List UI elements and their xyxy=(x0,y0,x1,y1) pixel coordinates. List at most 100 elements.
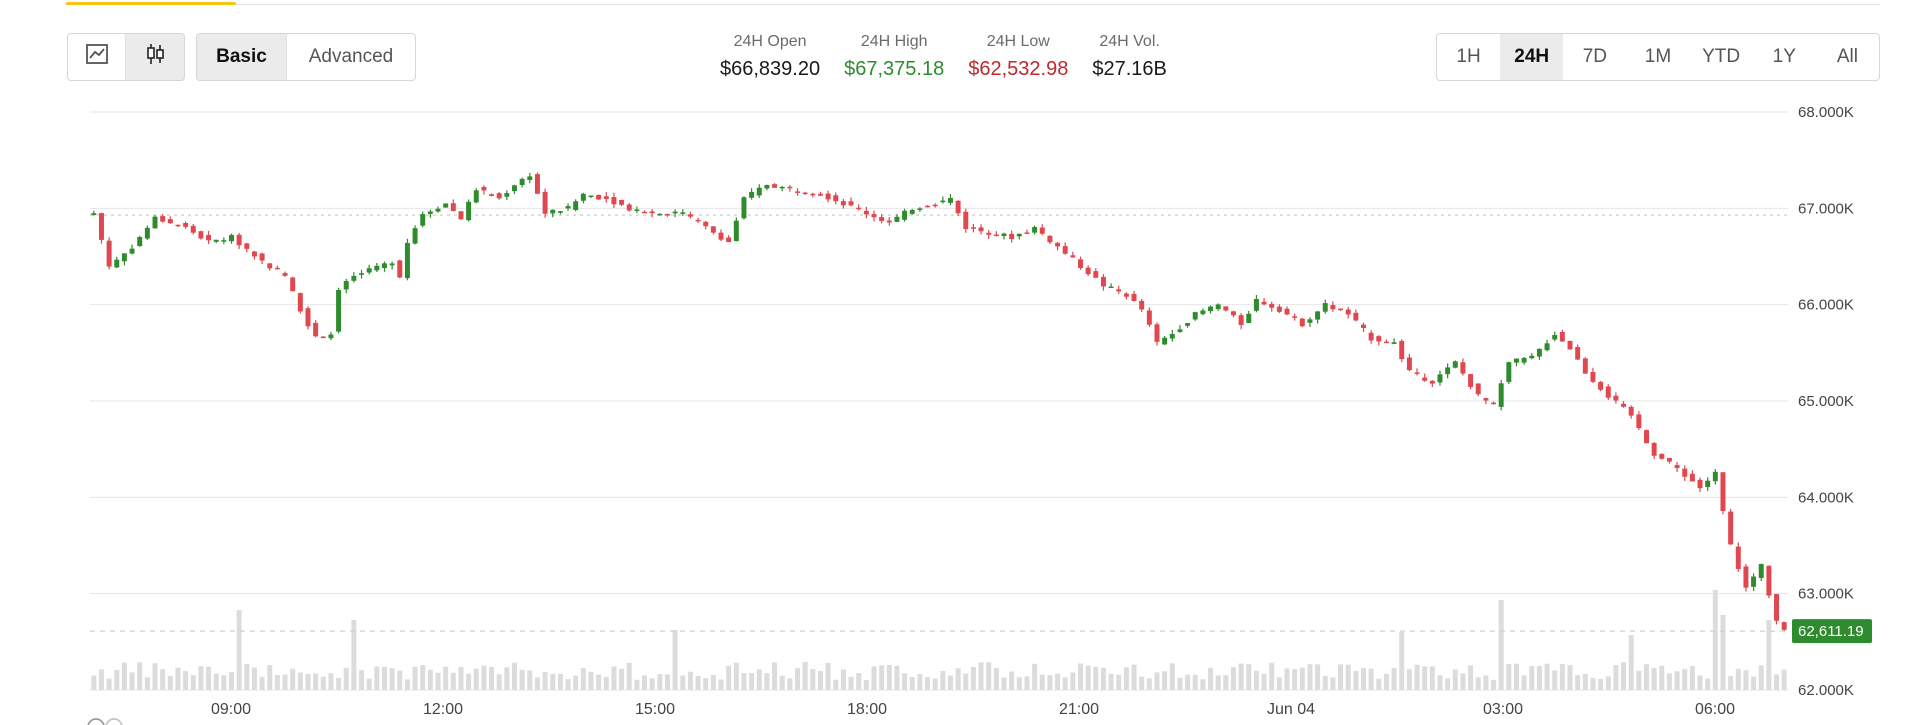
candle xyxy=(772,183,778,188)
candle-body xyxy=(733,220,739,242)
candlestick-chart-button[interactable] xyxy=(126,34,184,80)
volume-bar xyxy=(1330,677,1336,690)
candle xyxy=(297,292,303,314)
range-all-button[interactable]: All xyxy=(1836,46,1858,67)
volume-bar xyxy=(825,662,831,690)
candle-body xyxy=(1422,377,1428,381)
candle xyxy=(1376,335,1382,346)
candle-body xyxy=(1521,358,1527,363)
candle-body xyxy=(343,281,349,290)
candle xyxy=(1445,363,1451,379)
candle xyxy=(381,261,387,272)
candle xyxy=(947,194,953,206)
candle xyxy=(1712,469,1718,485)
candle-body xyxy=(817,193,823,196)
volume-bar xyxy=(152,663,158,690)
candle-body xyxy=(856,207,862,210)
candle xyxy=(1368,330,1374,344)
volume-bar xyxy=(993,668,999,690)
range-1h-button[interactable]: 1H xyxy=(1456,46,1481,67)
line-chart-button[interactable] xyxy=(68,34,126,80)
x-tick-label: 03:00 xyxy=(1483,701,1523,718)
candle-body xyxy=(1613,395,1619,401)
volume-bar xyxy=(1697,675,1703,690)
volume-bar xyxy=(1001,677,1007,690)
volume-bar xyxy=(305,673,311,690)
candle xyxy=(795,188,800,196)
candle xyxy=(733,217,739,242)
candle-body xyxy=(1445,367,1451,375)
volume-bar xyxy=(664,674,670,690)
volume-bar xyxy=(1253,670,1259,690)
candle xyxy=(351,272,357,283)
volume-bar xyxy=(1361,668,1366,690)
candle-body xyxy=(1621,403,1627,407)
stat-label: 24H High xyxy=(860,33,928,50)
candle xyxy=(1705,477,1711,492)
volume-bar xyxy=(1414,664,1420,690)
candle xyxy=(1085,265,1091,276)
candle xyxy=(611,192,617,208)
candle xyxy=(1185,322,1191,328)
range-1y-button[interactable]: 1Y xyxy=(1772,46,1796,67)
candle-body xyxy=(160,216,166,222)
mode-toggle: Basic Advanced xyxy=(196,33,416,81)
candle-body xyxy=(963,211,969,230)
volume-bar xyxy=(871,666,877,690)
volume-bar xyxy=(1345,664,1351,690)
range-ytd-button[interactable]: YTD xyxy=(1702,46,1741,67)
range-1m-button[interactable]: 1M xyxy=(1644,46,1672,67)
candle xyxy=(366,264,372,275)
candle-body xyxy=(986,232,992,235)
candle xyxy=(473,188,479,204)
range-24h-button[interactable]: 24H xyxy=(1500,34,1564,80)
advanced-mode-button[interactable]: Advanced xyxy=(308,46,394,67)
volume-bar xyxy=(381,667,387,690)
candle xyxy=(1330,301,1336,312)
volume-bar xyxy=(1123,667,1129,690)
candle xyxy=(565,203,571,211)
candle-body xyxy=(1605,386,1611,398)
candle xyxy=(144,225,150,240)
candle-body xyxy=(137,236,143,247)
volume-bar xyxy=(550,673,556,690)
candle-body xyxy=(894,216,900,222)
candle-body xyxy=(626,204,632,211)
candle xyxy=(183,221,189,229)
candle-body xyxy=(603,196,609,200)
volume-bar xyxy=(1192,674,1198,690)
time-range-toggle: 1H 24H 7D 1M YTD 1Y All xyxy=(1436,33,1880,81)
volume-bar xyxy=(1368,668,1374,690)
candle xyxy=(1621,400,1627,408)
candle xyxy=(1536,348,1542,360)
candle-body xyxy=(236,234,242,246)
candle-body xyxy=(680,212,686,214)
candle xyxy=(580,192,586,204)
volume-bar xyxy=(404,679,410,690)
candle xyxy=(917,207,923,213)
volume-bar xyxy=(336,677,342,690)
x-tick-label: Jun 04 xyxy=(1267,701,1315,718)
candle-body xyxy=(1582,358,1588,374)
volume-bar xyxy=(1139,676,1145,690)
candle-body xyxy=(1261,301,1267,305)
candle xyxy=(1498,379,1504,411)
candle xyxy=(1506,361,1512,385)
volume-bar xyxy=(1682,668,1688,690)
candle xyxy=(886,217,892,226)
candle xyxy=(1544,339,1550,352)
range-7d-button[interactable]: 7D xyxy=(1582,46,1607,67)
candle-body xyxy=(1781,622,1787,630)
candle-body xyxy=(764,184,770,189)
candle-body xyxy=(925,205,931,208)
volume-bar xyxy=(527,670,533,690)
candle-body xyxy=(1039,227,1045,234)
volume-bar xyxy=(1621,662,1627,690)
volume-bar xyxy=(772,662,778,690)
candle-body xyxy=(1376,336,1382,342)
volume-bar xyxy=(1085,665,1091,690)
basic-mode-button[interactable]: Basic xyxy=(197,34,287,80)
candle xyxy=(1437,370,1443,386)
candle xyxy=(267,263,273,271)
